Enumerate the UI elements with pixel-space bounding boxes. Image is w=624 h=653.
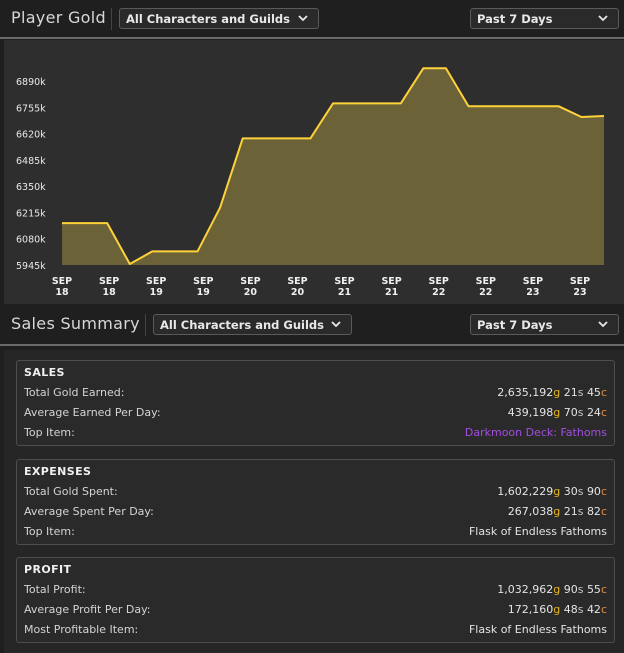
row-label: Most Profitable Item: bbox=[24, 623, 139, 636]
header-divider bbox=[111, 8, 112, 30]
gold-time-dropdown-label: Past 7 Days bbox=[477, 12, 553, 26]
x-tick-month: SEP bbox=[476, 276, 496, 287]
row-label: Top Item: bbox=[24, 426, 75, 439]
x-tick-month: SEP bbox=[381, 276, 401, 287]
y-tick-label: 6350k bbox=[16, 182, 46, 193]
x-tick-month: SEP bbox=[429, 276, 449, 287]
x-tick-day: 18 bbox=[102, 287, 116, 298]
player-gold-chart: 6890k 6755k 6620k 6485k 6350k 6215k 6080k 5945k… bbox=[4, 40, 624, 304]
sales-time-dropdown[interactable]: Past 7 Days bbox=[470, 314, 619, 335]
x-tick-day: 22 bbox=[479, 287, 492, 298]
sales-panel: SALES Total Gold Earned: 2,635,192g 21s … bbox=[16, 360, 615, 446]
sales-character-dropdown[interactable]: All Characters and Guilds bbox=[153, 314, 352, 335]
chevron-down-icon bbox=[331, 321, 341, 328]
row-label: Total Gold Earned: bbox=[24, 386, 125, 399]
row-label: Average Earned Per Day: bbox=[24, 406, 161, 419]
row-label: Average Profit Per Day: bbox=[24, 603, 151, 616]
average-profit-row: Average Profit Per Day: 172,160g 48s 42c bbox=[24, 603, 607, 619]
x-tick-day: 18 bbox=[55, 287, 69, 298]
x-tick-month: SEP bbox=[570, 276, 590, 287]
x-tick-month: SEP bbox=[193, 276, 213, 287]
total-profit-row: Total Profit: 1,032,962g 90s 55c bbox=[24, 583, 607, 599]
x-tick-day: 20 bbox=[291, 287, 305, 298]
header-underline bbox=[0, 37, 624, 39]
row-value: 267,038g 21s 82c bbox=[507, 505, 607, 518]
y-tick-label: 6485k bbox=[16, 156, 46, 167]
total-gold-earned-row: Total Gold Earned: 2,635,192g 21s 45c bbox=[24, 386, 607, 402]
header-underline bbox=[0, 344, 624, 346]
gold-chart-svg: 6890k 6755k 6620k 6485k 6350k 6215k 6080k 5945k… bbox=[16, 67, 605, 298]
x-tick-day: 23 bbox=[526, 287, 539, 298]
row-value: 2,635,192g 21s 45c bbox=[497, 386, 607, 399]
expenses-panel-title: EXPENSES bbox=[24, 465, 92, 478]
y-tick-label: 6890k bbox=[16, 77, 46, 88]
row-label: Total Gold Spent: bbox=[24, 485, 118, 498]
row-value: 1,602,229g 30s 90c bbox=[497, 485, 607, 498]
x-tick-day: 21 bbox=[385, 287, 398, 298]
row-value: 172,160g 48s 42c bbox=[507, 603, 607, 616]
top-item-row: Top Item: Darkmoon Deck: Fathoms bbox=[24, 426, 607, 442]
sales-summary-header: Sales Summary All Characters and Guilds … bbox=[0, 306, 624, 344]
average-spent-row: Average Spent Per Day: 267,038g 21s 82c bbox=[24, 505, 607, 521]
y-tick-label: 6215k bbox=[16, 208, 46, 219]
x-tick-month: SEP bbox=[287, 276, 307, 287]
x-tick-month: SEP bbox=[52, 276, 72, 287]
total-gold-spent-row: Total Gold Spent: 1,602,229g 30s 90c bbox=[24, 485, 607, 501]
x-tick-day: 23 bbox=[573, 287, 586, 298]
chevron-down-icon bbox=[598, 15, 608, 22]
sales-summary-title: Sales Summary bbox=[11, 314, 140, 333]
x-tick-day: 19 bbox=[197, 287, 210, 298]
sales-character-dropdown-label: All Characters and Guilds bbox=[160, 318, 325, 332]
player-gold-title: Player Gold bbox=[11, 8, 106, 27]
y-tick-label: 6620k bbox=[16, 130, 46, 141]
row-label: Total Profit: bbox=[24, 583, 86, 596]
gold-series-line bbox=[62, 67, 605, 265]
row-value: 1,032,962g 90s 55c bbox=[497, 583, 607, 596]
average-earned-row: Average Earned Per Day: 439,198g 70s 24c bbox=[24, 406, 607, 422]
x-tick-day: 19 bbox=[150, 287, 163, 298]
x-tick-day: 21 bbox=[338, 287, 351, 298]
sales-time-dropdown-label: Past 7 Days bbox=[477, 318, 553, 332]
x-tick-month: SEP bbox=[523, 276, 543, 287]
x-tick-month: SEP bbox=[99, 276, 119, 287]
gold-time-dropdown[interactable]: Past 7 Days bbox=[470, 8, 619, 29]
top-item-row: Top Item: Flask of Endless Fathoms bbox=[24, 525, 607, 541]
x-tick-month: SEP bbox=[240, 276, 260, 287]
gold-character-dropdown[interactable]: All Characters and Guilds bbox=[119, 8, 319, 29]
y-tick-label: 6755k bbox=[16, 103, 46, 114]
top-item-link[interactable]: Flask of Endless Fathoms bbox=[468, 525, 607, 538]
row-label: Average Spent Per Day: bbox=[24, 505, 154, 518]
expenses-panel: EXPENSES Total Gold Spent: 1,602,229g 30… bbox=[16, 459, 615, 545]
x-tick-day: 20 bbox=[244, 287, 258, 298]
profit-panel: PROFIT Total Profit: 1,032,962g 90s 55c … bbox=[16, 557, 615, 643]
x-tick-month: SEP bbox=[146, 276, 166, 287]
player-gold-header: Player Gold All Characters and Guilds Pa… bbox=[0, 0, 624, 38]
top-item-link[interactable]: Flask of Endless Fathoms bbox=[468, 623, 607, 636]
header-divider bbox=[145, 314, 146, 336]
profit-panel-title: PROFIT bbox=[24, 563, 72, 576]
sales-panel-title: SALES bbox=[24, 366, 65, 379]
chevron-down-icon bbox=[598, 321, 608, 328]
row-value: 439,198g 70s 24c bbox=[507, 406, 607, 419]
y-tick-label: 5945k bbox=[16, 261, 46, 272]
row-label: Top Item: bbox=[24, 525, 75, 538]
gold-area-fill bbox=[62, 68, 604, 265]
x-tick-day: 22 bbox=[432, 287, 445, 298]
top-item-link[interactable]: Darkmoon Deck: Fathoms bbox=[464, 426, 607, 439]
chevron-down-icon bbox=[298, 15, 308, 22]
most-profitable-item-row: Most Profitable Item: Flask of Endless F… bbox=[24, 623, 607, 639]
y-tick-label: 6080k bbox=[16, 235, 46, 246]
x-tick-month: SEP bbox=[334, 276, 354, 287]
gold-character-dropdown-label: All Characters and Guilds bbox=[126, 12, 291, 26]
